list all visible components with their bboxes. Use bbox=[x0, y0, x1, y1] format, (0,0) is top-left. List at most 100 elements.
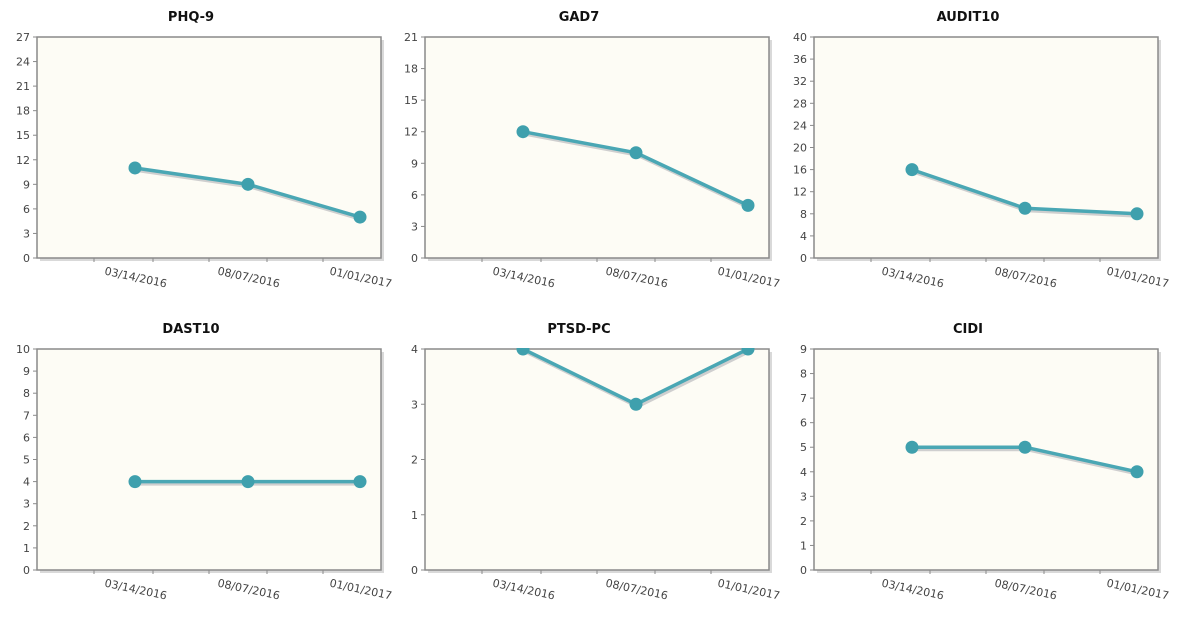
y-tick-label: 1 bbox=[411, 509, 418, 522]
y-tick-label: 12 bbox=[404, 126, 418, 139]
chart-ptsd-pc: PTSD-PC 0 1 2 3 4 03/14/2016 08/07/2016 01/01/20… bbox=[411, 322, 781, 603]
chart-title: GAD7 bbox=[559, 10, 600, 25]
y-tick-label: 27 bbox=[16, 31, 30, 44]
x-tick-label: 01/01/2017 bbox=[1105, 265, 1170, 291]
y-tick-label: 3 bbox=[23, 227, 30, 240]
x-tick-label: 01/01/2017 bbox=[716, 265, 781, 291]
y-tick-label: 12 bbox=[793, 186, 807, 199]
y-tick-label: 36 bbox=[793, 53, 807, 66]
y-tick-label: 12 bbox=[16, 154, 30, 167]
data-point[interactable] bbox=[128, 161, 142, 175]
series bbox=[516, 343, 755, 411]
data-point[interactable] bbox=[629, 397, 643, 411]
y-tick-label: 4 bbox=[23, 476, 30, 489]
series bbox=[905, 440, 1144, 479]
y-tick-label: 24 bbox=[16, 56, 30, 69]
y-tick-label: 6 bbox=[23, 203, 30, 216]
data-point[interactable] bbox=[1018, 440, 1032, 454]
data-point[interactable] bbox=[1130, 465, 1144, 479]
chart-phq-9: PHQ-9 0 3 6 9 12 15 18 21 24 27 03/14/2016 08/07/201… bbox=[16, 10, 393, 291]
x-tick-label: 08/07/2016 bbox=[993, 265, 1058, 291]
x-tick-label: 01/01/2017 bbox=[1105, 577, 1170, 603]
y-tick-label: 0 bbox=[800, 564, 807, 577]
y-tick-label: 9 bbox=[411, 157, 418, 170]
series bbox=[516, 125, 755, 212]
x-tick-label: 01/01/2017 bbox=[716, 577, 781, 603]
data-point[interactable] bbox=[128, 475, 142, 489]
y-tick-label: 40 bbox=[793, 31, 807, 44]
y-tick-label: 3 bbox=[23, 498, 30, 511]
data-point[interactable] bbox=[905, 440, 919, 454]
y-tick-label: 21 bbox=[16, 80, 30, 93]
x-tick-label: 08/07/2016 bbox=[604, 265, 669, 291]
y-tick-label: 3 bbox=[411, 398, 418, 411]
y-tick-label: 4 bbox=[411, 343, 418, 356]
y-tick-label: 2 bbox=[23, 520, 30, 533]
plot-area bbox=[36, 36, 382, 259]
data-point[interactable] bbox=[353, 475, 367, 489]
y-tick-label: 1 bbox=[800, 539, 807, 552]
data-point[interactable] bbox=[241, 177, 255, 191]
y-tick-label: 7 bbox=[800, 392, 807, 405]
chart-gad7: GAD7 0 3 6 9 12 15 18 21 03/14/2016 08/07/2016 01/0… bbox=[404, 10, 781, 291]
y-tick-label: 18 bbox=[404, 63, 418, 76]
y-tick-label: 2 bbox=[411, 454, 418, 467]
data-point[interactable] bbox=[516, 125, 530, 139]
y-tick-label: 5 bbox=[800, 441, 807, 454]
chart-title: PHQ-9 bbox=[168, 10, 214, 25]
y-tick-label: 28 bbox=[793, 97, 807, 110]
data-point[interactable] bbox=[1130, 207, 1144, 221]
y-tick-label: 3 bbox=[800, 490, 807, 503]
y-tick-label: 2 bbox=[800, 515, 807, 528]
x-tick-label: 08/07/2016 bbox=[216, 265, 281, 291]
y-tick-label: 6 bbox=[800, 417, 807, 430]
y-tick-label: 0 bbox=[23, 564, 30, 577]
x-tick-label: 08/07/2016 bbox=[604, 577, 669, 603]
data-point[interactable] bbox=[1018, 201, 1032, 215]
data-point[interactable] bbox=[741, 198, 755, 212]
x-tick-label: 03/14/2016 bbox=[491, 265, 556, 291]
chart-audit10: AUDIT10 0 4 8 12 16 20 24 28 32 36 40 03/14/2016 08/0… bbox=[793, 10, 1170, 291]
x-tick-label: 08/07/2016 bbox=[993, 577, 1058, 603]
series bbox=[905, 163, 1144, 221]
y-tick-label: 8 bbox=[23, 387, 30, 400]
series bbox=[128, 161, 367, 224]
x-tick-label: 03/14/2016 bbox=[491, 577, 556, 603]
x-tick-label: 03/14/2016 bbox=[103, 265, 168, 291]
y-tick-label: 3 bbox=[411, 220, 418, 233]
chart-dast10: DAST10 0 1 2 3 4 5 6 7 8 9 10 03/14/2016 08/07/2016 01… bbox=[16, 322, 393, 603]
data-point[interactable] bbox=[905, 163, 919, 177]
y-tick-label: 8 bbox=[800, 368, 807, 381]
plot-area bbox=[813, 36, 1159, 259]
chart-title: DAST10 bbox=[162, 322, 219, 337]
y-tick-label: 15 bbox=[16, 129, 30, 142]
chart-title: PTSD-PC bbox=[547, 322, 610, 337]
y-tick-label: 21 bbox=[404, 31, 418, 44]
y-tick-label: 4 bbox=[800, 230, 807, 243]
x-tick-label: 08/07/2016 bbox=[216, 577, 281, 603]
y-tick-label: 0 bbox=[411, 564, 418, 577]
plot-area bbox=[424, 348, 770, 571]
data-point[interactable] bbox=[516, 343, 530, 356]
y-tick-label: 0 bbox=[800, 252, 807, 265]
y-tick-label: 0 bbox=[411, 252, 418, 265]
y-tick-label: 24 bbox=[793, 119, 807, 132]
y-tick-label: 9 bbox=[800, 343, 807, 356]
plot-area bbox=[36, 348, 382, 571]
data-point[interactable] bbox=[241, 475, 255, 489]
x-tick-label: 03/14/2016 bbox=[103, 577, 168, 603]
y-tick-label: 6 bbox=[411, 189, 418, 202]
y-tick-label: 4 bbox=[800, 466, 807, 479]
y-tick-label: 32 bbox=[793, 75, 807, 88]
plot-area bbox=[813, 348, 1159, 571]
y-tick-label: 20 bbox=[793, 142, 807, 155]
data-point[interactable] bbox=[629, 146, 643, 160]
chart-title: AUDIT10 bbox=[937, 10, 1000, 25]
y-tick-label: 10 bbox=[16, 343, 30, 356]
data-point[interactable] bbox=[741, 343, 755, 356]
y-tick-label: 15 bbox=[404, 94, 418, 107]
x-tick-label: 01/01/2017 bbox=[328, 577, 393, 603]
y-tick-label: 16 bbox=[793, 164, 807, 177]
y-tick-label: 0 bbox=[23, 252, 30, 265]
data-point[interactable] bbox=[353, 210, 367, 224]
